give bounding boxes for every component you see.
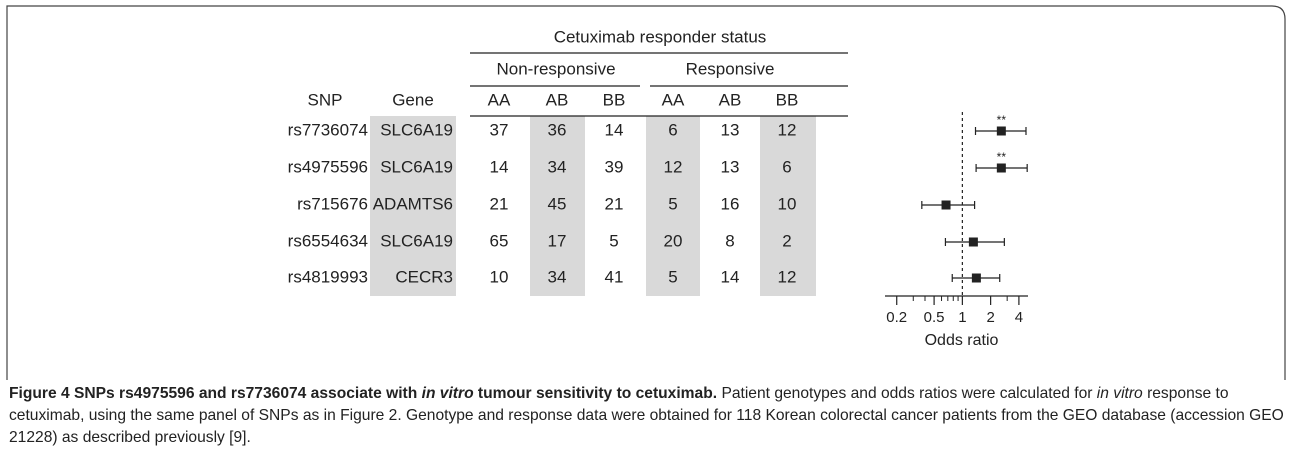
frame	[6, 5, 1286, 380]
caption-body: Patient genotypes and odds ratios were c…	[9, 385, 1284, 446]
shade	[760, 116, 816, 296]
cell: 39	[605, 157, 624, 176]
column-header: BB	[603, 90, 626, 109]
point	[996, 126, 1006, 136]
column-header: BB	[776, 90, 799, 109]
cell: rs6554634	[288, 231, 368, 250]
cell: 5	[609, 231, 618, 250]
text: Figure 4 SNPs rs4975596 and rs7736074 as…	[9, 385, 422, 402]
cell: 8	[725, 231, 734, 250]
cell: CECR3	[395, 267, 453, 286]
column-header: AA	[662, 90, 685, 109]
text: tumour sensitivity to cetuximab.	[473, 385, 718, 402]
cell: 14	[490, 157, 509, 176]
x-tick-label: 2	[986, 309, 994, 326]
cell: SLC6A19	[380, 120, 453, 139]
shade	[530, 116, 585, 296]
column-header: AA	[488, 90, 511, 109]
cell: 12	[778, 120, 797, 139]
cell: 41	[605, 267, 624, 286]
subgroup-header: Responsive	[686, 59, 775, 78]
cell: 37	[490, 120, 509, 139]
point	[941, 200, 951, 210]
subgroup-header: Non-responsive	[496, 59, 615, 78]
cell: 13	[721, 157, 740, 176]
cell: SLC6A19	[380, 157, 453, 176]
cell: 36	[548, 120, 567, 139]
point	[971, 273, 981, 283]
cell: SLC6A19	[380, 231, 453, 250]
cell: 16	[721, 194, 740, 213]
cell: rs715676	[297, 194, 368, 213]
annotation: **	[997, 113, 1007, 127]
shade	[646, 116, 700, 296]
group-header: Cetuximab responder status	[554, 27, 767, 46]
cell: 12	[778, 267, 797, 286]
text: in vitro	[1096, 385, 1143, 402]
x-tick-label: 1	[958, 309, 966, 326]
cell: rs7736074	[288, 120, 368, 139]
column-header: Gene	[392, 90, 434, 109]
cell: 13	[721, 120, 740, 139]
cell: rs4975596	[288, 157, 368, 176]
cell: rs4819993	[288, 267, 368, 286]
cell: 21	[605, 194, 624, 213]
cell: 14	[605, 120, 624, 139]
cell: 34	[548, 267, 567, 286]
shade	[370, 116, 456, 296]
text: response to cetuximab, using the same pa…	[9, 385, 1284, 446]
cell: 10	[778, 194, 797, 213]
cell: 6	[668, 120, 677, 139]
cell: 17	[548, 231, 567, 250]
x-axis-label: Odds ratio	[925, 332, 999, 349]
cell: 45	[548, 194, 567, 213]
cell: 21	[490, 194, 509, 213]
text: Patient genotypes and odds ratios were c…	[721, 385, 1097, 402]
cell: 2	[782, 231, 791, 250]
x-tick-label: 0.5	[924, 309, 945, 326]
cell: 5	[668, 194, 677, 213]
text: in vitro	[421, 385, 474, 402]
caption-title: Figure 4 SNPs rs4975596 and rs7736074 as…	[9, 385, 717, 402]
cell: 14	[721, 267, 740, 286]
point	[968, 237, 978, 247]
column-header: AB	[546, 90, 569, 109]
x-tick-label: 0.2	[886, 309, 907, 326]
column-header: SNP	[308, 90, 343, 109]
point	[996, 163, 1006, 173]
annotation: **	[997, 150, 1007, 164]
caption: Figure 4 SNPs rs4975596 and rs7736074 as…	[9, 383, 1285, 449]
cell: 10	[490, 267, 509, 286]
figure: Cetuximab responder status Non-responsiv…	[6, 5, 1286, 380]
x-tick-label: 4	[1015, 309, 1023, 326]
cell: 6	[782, 157, 791, 176]
column-header: AB	[719, 90, 742, 109]
cell: ADAMTS6	[373, 194, 453, 213]
cell: 34	[548, 157, 567, 176]
cell: 20	[664, 231, 683, 250]
cell: 65	[490, 231, 509, 250]
cell: 12	[664, 157, 683, 176]
cell: 5	[668, 267, 677, 286]
